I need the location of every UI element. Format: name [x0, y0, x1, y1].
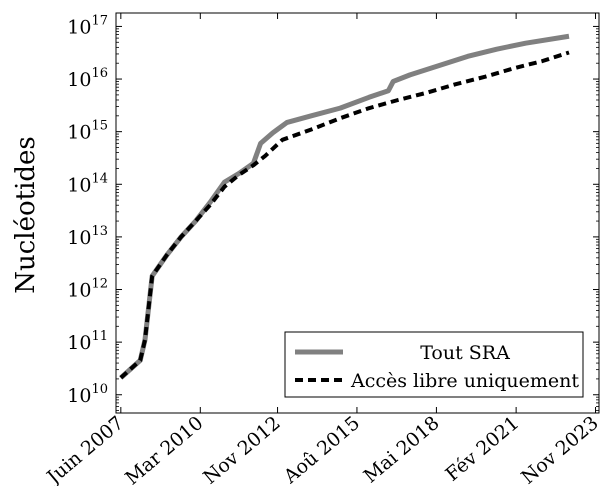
- x-tick-label: Fév 2021: [441, 412, 523, 486]
- legend-label: Accès libre uniquement: [350, 370, 579, 392]
- x-tick-label: Mai 2018: [360, 412, 444, 486]
- y-tick-label: 1016: [67, 66, 108, 91]
- y-tick-label: 1014: [67, 171, 108, 196]
- y-axis-title: Nucléotides: [11, 136, 41, 294]
- x-tick-label: Mar 2010: [121, 412, 207, 486]
- y-tick-label: 1015: [67, 119, 108, 144]
- y-tick-label: 1010: [67, 382, 108, 407]
- plot-frame: [115, 12, 600, 414]
- series-line-2: [119, 50, 570, 380]
- legend-box: [284, 331, 584, 398]
- y-tick-label: 1012: [67, 277, 108, 302]
- y-tick-label: 1017: [67, 13, 108, 38]
- legend-label: Tout SRA: [420, 342, 510, 364]
- x-tick-label: Aoû 2015: [279, 412, 364, 486]
- x-tick-label: Juin 2007: [41, 412, 128, 486]
- y-tick-label: 1013: [67, 224, 108, 249]
- x-tick-label: Nov 2012: [199, 412, 285, 486]
- y-tick-label: 1011: [67, 329, 108, 354]
- series-line-1: [119, 33, 570, 380]
- x-tick-label: Nov 2023: [517, 412, 603, 486]
